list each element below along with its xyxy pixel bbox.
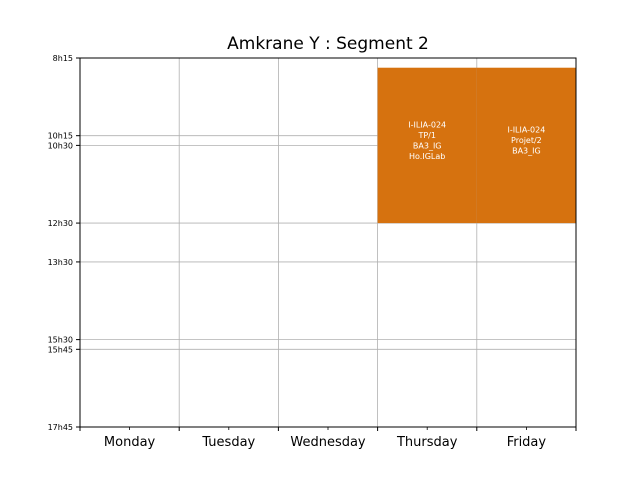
y-tick-label: 15h30 xyxy=(48,336,73,345)
y-tick-label: 15h45 xyxy=(48,345,73,354)
events-layer: I-ILIA-024TP/1BA3_IGHo.IGLabI-ILIA-024Pr… xyxy=(377,67,576,224)
day-label-wednesday: Wednesday xyxy=(290,435,366,450)
event-text-line: Projet/2 xyxy=(511,136,542,145)
y-tick-label: 12h30 xyxy=(48,219,73,228)
event-text-line: I-ILIA-024 xyxy=(507,126,545,135)
y-tick-label: 8h15 xyxy=(53,54,73,63)
event-text-line: TP/1 xyxy=(417,131,436,140)
chart-title: Amkrane Y : Segment 2 xyxy=(227,34,429,54)
event-text-line: BA3_IG xyxy=(512,147,541,156)
day-label-friday: Friday xyxy=(507,435,547,450)
day-label-monday: Monday xyxy=(104,435,156,450)
y-tick-label: 10h15 xyxy=(48,132,73,141)
y-tick-label: 17h45 xyxy=(48,423,73,432)
day-label-tuesday: Tuesday xyxy=(201,435,255,450)
event-text-line: Ho.IGLab xyxy=(409,152,445,161)
event-text-line: BA3_IG xyxy=(413,141,442,150)
day-label-thursday: Thursday xyxy=(396,435,458,450)
y-tick-label: 10h30 xyxy=(48,141,73,150)
x-axis: Monday Tuesday Wednesday Thursday Friday xyxy=(79,427,577,450)
event-block-thursday xyxy=(377,67,477,224)
event-block-friday xyxy=(476,67,576,224)
y-tick-label: 13h30 xyxy=(48,258,73,267)
event-text-line: I-ILIA-024 xyxy=(408,120,446,129)
